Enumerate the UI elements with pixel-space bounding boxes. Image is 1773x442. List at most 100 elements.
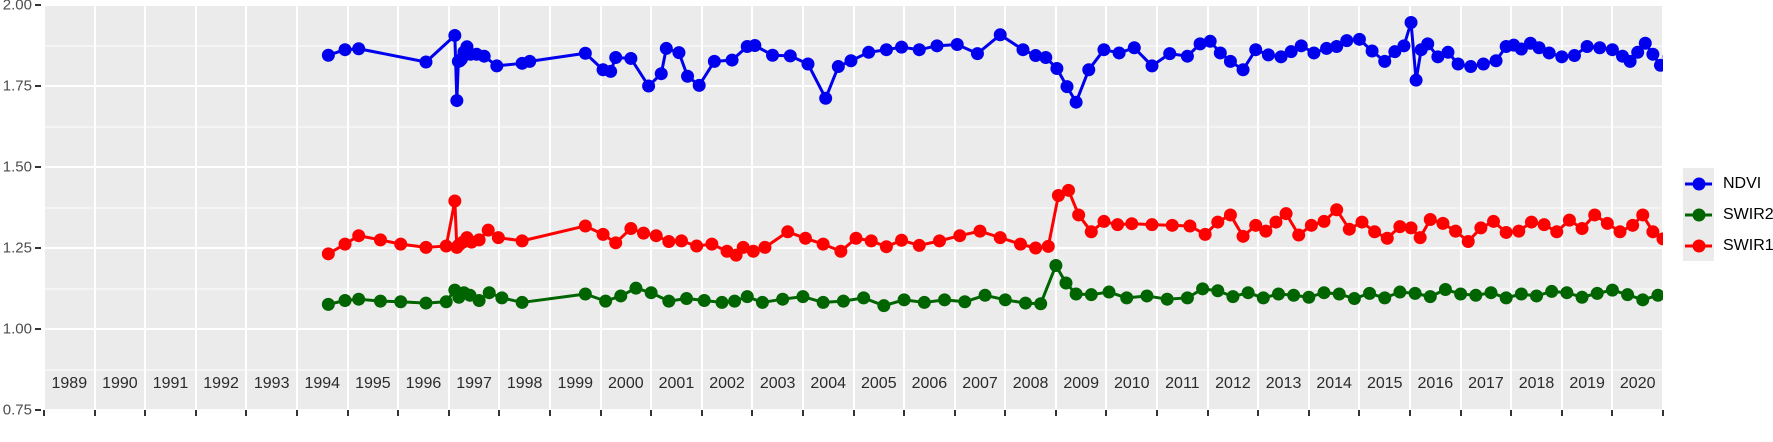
series-point (515, 234, 529, 248)
series-point (338, 237, 352, 251)
series-point (1623, 54, 1637, 68)
series-point (1409, 73, 1423, 87)
series-point (1180, 291, 1194, 305)
series-point (715, 295, 729, 309)
series-point (629, 281, 643, 295)
series-point (1365, 44, 1379, 58)
series-point (801, 57, 815, 71)
series-point (321, 297, 335, 311)
series-point (798, 231, 812, 245)
series-point (781, 225, 795, 239)
x-axis-tick-label: 2016 (1417, 375, 1454, 392)
series-point (1163, 47, 1177, 61)
series-point (1160, 292, 1174, 306)
y-axis-tick-label: 1.00 (2, 320, 32, 338)
gridline-x-major (1459, 5, 1462, 410)
gridline-x-major (852, 5, 855, 410)
y-axis-tick-label: 1.75 (2, 77, 32, 95)
x-axis-tick-mark (447, 410, 450, 416)
series-point (1039, 50, 1053, 64)
series-point (680, 292, 694, 306)
x-axis-tick-label: 2009 (1063, 375, 1099, 392)
series-point (491, 231, 505, 245)
series-point (1421, 37, 1435, 51)
legend-item-swir2[interactable]: SWIR2 (1683, 199, 1773, 230)
series-swir2 (321, 259, 1663, 313)
series-point (819, 91, 833, 105)
legend-key-dot-icon (1692, 177, 1705, 190)
x-axis-tick-mark (852, 410, 855, 416)
x-axis-tick-label: 1998 (506, 375, 543, 392)
series-point (1059, 276, 1073, 290)
series-swir1 (321, 183, 1663, 262)
series-point (624, 51, 638, 65)
series-point (1330, 203, 1344, 217)
series-point (1512, 224, 1526, 238)
x-axis-tick-mark (1510, 410, 1513, 416)
gridline-x-major (498, 5, 501, 410)
series-point (692, 78, 706, 92)
series-point (690, 239, 704, 253)
legend-item-label: SWIR1 (1723, 236, 1773, 254)
x-axis-tick-mark (397, 410, 400, 416)
series-point (1636, 293, 1650, 307)
series-point (1049, 259, 1063, 272)
series-point (1180, 49, 1194, 63)
series-point (1183, 219, 1197, 233)
series-point (1223, 54, 1237, 68)
series-point (1656, 232, 1663, 246)
series-point (1256, 291, 1270, 305)
series-point (1102, 285, 1116, 299)
series-point (1097, 43, 1111, 57)
y-axis-tick-mark (35, 166, 41, 168)
series-point (1626, 218, 1640, 232)
series-point (596, 227, 610, 241)
series-point (1284, 45, 1298, 59)
x-axis-tick-mark (295, 410, 298, 416)
series-point (1249, 43, 1263, 57)
series-point (1461, 235, 1475, 249)
x-axis-tick-mark (903, 410, 906, 416)
series-point (1489, 54, 1503, 68)
x-axis-tick-mark (1409, 410, 1412, 416)
gridline-x-major (548, 5, 551, 410)
legend-item-swir1[interactable]: SWIR1 (1683, 230, 1773, 261)
series-point (450, 94, 464, 108)
series-point (1530, 289, 1544, 303)
x-axis-tick-label: 1991 (152, 375, 189, 392)
series-point (659, 41, 673, 55)
series-point (1613, 225, 1627, 239)
gridline-x-major (1358, 5, 1361, 410)
series-point (1436, 216, 1450, 230)
gridline-x-major (1257, 5, 1260, 410)
series-point (1347, 292, 1361, 306)
series-point (419, 240, 433, 254)
series-point (1051, 189, 1065, 203)
series-point (338, 293, 352, 307)
x-axis-tick-mark (1662, 410, 1664, 416)
series-line (326, 188, 1663, 257)
series-point (748, 39, 762, 52)
y-axis-tick-label: 1.25 (2, 239, 32, 257)
series-point (1111, 218, 1125, 232)
series-point (1575, 222, 1589, 236)
x-axis-tick-mark (194, 410, 197, 416)
series-point (958, 295, 972, 309)
series-point (1019, 296, 1033, 310)
x-axis-tick-label: 2004 (810, 375, 846, 392)
series-point (481, 223, 495, 237)
series-point (1423, 290, 1437, 304)
gridline-x-major (1156, 5, 1159, 410)
gridline-x-major (1409, 5, 1412, 410)
plot-panel (44, 5, 1663, 410)
legend-item-ndvi[interactable]: NDVI (1683, 168, 1773, 199)
series-point (740, 290, 754, 304)
series-point (352, 229, 366, 243)
series-point (649, 229, 663, 243)
series-point (654, 67, 668, 81)
x-axis-tick-label: 1992 (203, 375, 239, 392)
series-point (1041, 239, 1055, 253)
series-point (1097, 214, 1111, 228)
x-axis-tick-mark (1004, 410, 1007, 416)
series-point (1084, 288, 1098, 302)
